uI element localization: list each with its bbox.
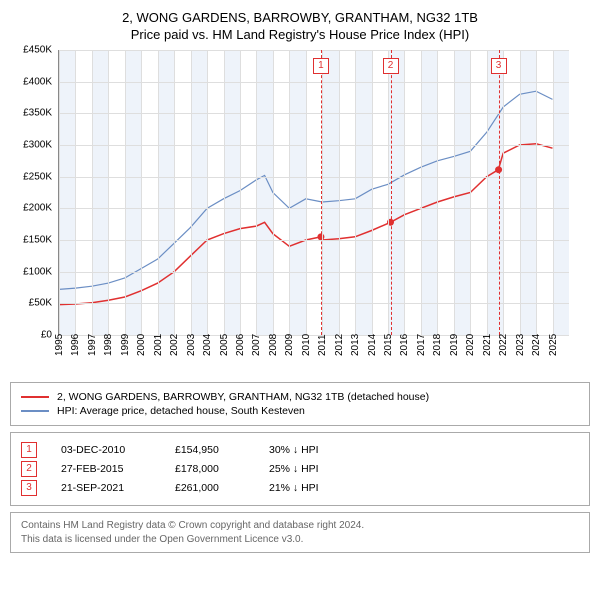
sale-event-row: 1 03-DEC-2010 £154,950 30% ↓ HPI <box>21 442 579 458</box>
footnote-line: Contains HM Land Registry data © Crown c… <box>21 519 579 533</box>
x-axis-label: 2017 <box>416 334 427 356</box>
legend-swatch <box>21 396 49 398</box>
y-axis-label: £450K <box>23 45 52 56</box>
x-axis-label: 1995 <box>54 334 65 356</box>
x-axis-label: 2006 <box>235 334 246 356</box>
sale-marker-badge: 1 <box>313 58 329 74</box>
x-axis-label: 2025 <box>548 334 559 356</box>
x-axis-label: 2009 <box>284 334 295 356</box>
event-date: 27-FEB-2015 <box>61 463 151 475</box>
sale-events-table: 1 03-DEC-2010 £154,950 30% ↓ HPI 2 27-FEB-201… <box>10 432 590 506</box>
x-axis-label: 2001 <box>153 334 164 356</box>
event-date: 03-DEC-2010 <box>61 444 151 456</box>
x-axis-label: 2007 <box>251 334 262 356</box>
y-axis-label: £350K <box>23 108 52 119</box>
y-axis-label: £400K <box>23 76 52 87</box>
x-axis-label: 2010 <box>301 334 312 356</box>
x-axis-label: 2000 <box>136 334 147 356</box>
chart-title: 2, WONG GARDENS, BARROWBY, GRANTHAM, NG3… <box>10 10 590 25</box>
legend-swatch <box>21 410 49 412</box>
x-axis-label: 1998 <box>103 334 114 356</box>
x-axis-label: 2012 <box>334 334 345 356</box>
event-price: £154,950 <box>175 444 245 456</box>
x-axis-label: 2024 <box>531 334 542 356</box>
event-number-badge: 3 <box>21 480 37 496</box>
event-delta: 21% ↓ HPI <box>269 482 319 494</box>
x-axis-label: 2020 <box>465 334 476 356</box>
legend: 2, WONG GARDENS, BARROWBY, GRANTHAM, NG3… <box>10 382 590 426</box>
event-number-badge: 2 <box>21 461 37 477</box>
y-axis-label: £150K <box>23 235 52 246</box>
legend-label: HPI: Average price, detached house, Sout… <box>57 405 305 417</box>
chart-subtitle: Price paid vs. HM Land Registry's House … <box>10 27 590 42</box>
x-axis-label: 2018 <box>432 334 443 356</box>
y-axis-label: £300K <box>23 140 52 151</box>
x-axis-label: 2005 <box>219 334 230 356</box>
footnote-line: This data is licensed under the Open Gov… <box>21 533 579 547</box>
x-axis-label: 2022 <box>498 334 509 356</box>
x-axis-label: 2013 <box>350 334 361 356</box>
legend-row: 2, WONG GARDENS, BARROWBY, GRANTHAM, NG3… <box>21 391 579 403</box>
legend-row: HPI: Average price, detached house, Sout… <box>21 405 579 417</box>
x-axis-label: 2016 <box>399 334 410 356</box>
sale-event-row: 2 27-FEB-2015 £178,000 25% ↓ HPI <box>21 461 579 477</box>
x-axis-label: 2002 <box>169 334 180 356</box>
sale-marker-badge: 3 <box>491 58 507 74</box>
event-delta: 25% ↓ HPI <box>269 463 319 475</box>
sale-event-row: 3 21-SEP-2021 £261,000 21% ↓ HPI <box>21 480 579 496</box>
event-number-badge: 1 <box>21 442 37 458</box>
x-axis-label: 2019 <box>449 334 460 356</box>
x-axis-label: 2023 <box>515 334 526 356</box>
legend-label: 2, WONG GARDENS, BARROWBY, GRANTHAM, NG3… <box>57 391 429 403</box>
x-axis-label: 2011 <box>317 334 328 356</box>
event-date: 21-SEP-2021 <box>61 482 151 494</box>
x-axis-label: 1996 <box>70 334 81 356</box>
price-chart: £0 £50K £100K £150K £200K £250K £300K £350K £400… <box>10 50 570 370</box>
footnote: Contains HM Land Registry data © Crown c… <box>10 512 590 553</box>
x-axis-label: 1997 <box>87 334 98 356</box>
event-delta: 30% ↓ HPI <box>269 444 319 456</box>
x-axis-label: 2003 <box>186 334 197 356</box>
event-price: £261,000 <box>175 482 245 494</box>
x-axis-label: 1999 <box>120 334 131 356</box>
y-axis-label: £50K <box>29 298 52 309</box>
y-axis-label: £0 <box>41 330 52 341</box>
x-axis-label: 2004 <box>202 334 213 356</box>
sale-marker-badge: 2 <box>383 58 399 74</box>
y-axis-label: £100K <box>23 266 52 277</box>
x-axis-label: 2015 <box>383 334 394 356</box>
event-price: £178,000 <box>175 463 245 475</box>
y-axis-label: £200K <box>23 203 52 214</box>
y-axis-label: £250K <box>23 171 52 182</box>
x-axis-label: 2014 <box>367 334 378 356</box>
x-axis-label: 2021 <box>482 334 493 356</box>
x-axis-label: 2008 <box>268 334 279 356</box>
